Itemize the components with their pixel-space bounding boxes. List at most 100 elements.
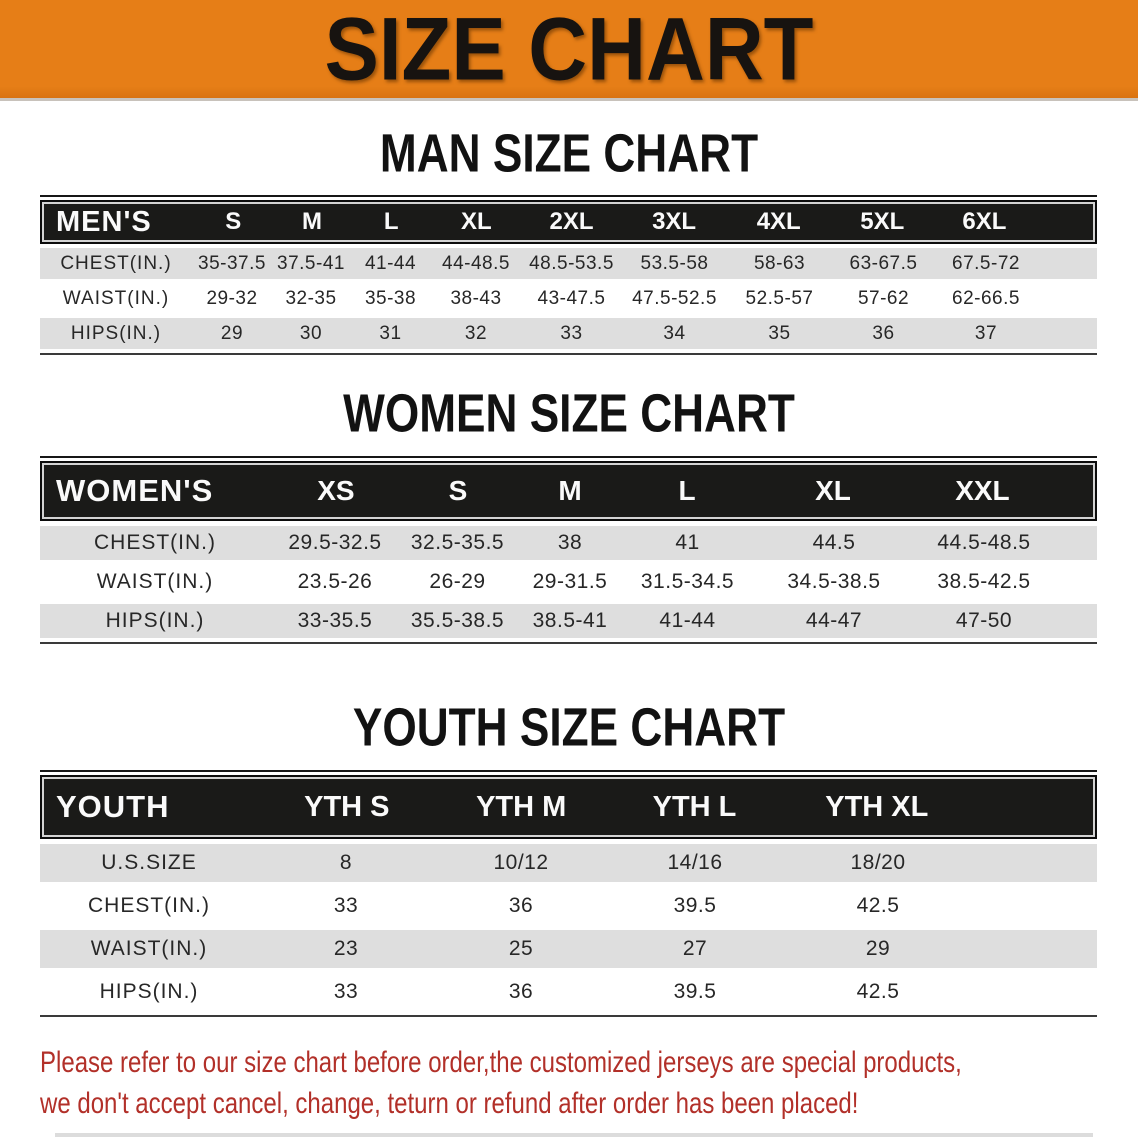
measurement-value: 38.5-42.5 (937, 570, 1031, 593)
women-section-heading: WOMEN SIZE CHART (343, 383, 795, 445)
men-size-table: MEN'S S M L XL 2XL 3XL 4XL 5XL 6XL CHEST(IN.) 35-… (40, 195, 1097, 355)
column-header-4xl: 4XL (756, 208, 801, 235)
measurement-value: 27 (682, 937, 708, 960)
row-label: U.S.SIZE (101, 851, 197, 874)
measurement-value: 38 (557, 531, 583, 554)
measurement-value: 39.5 (673, 980, 717, 1003)
measurement-value: 18/20 (850, 851, 906, 874)
measurement-value: 34 (663, 322, 686, 344)
women-table-header-row: WOMEN'S XS S M L XL XXL (40, 461, 1097, 521)
column-header-xxl: XXL (955, 475, 1010, 506)
section-women: WOMEN SIZE CHART WOMEN'S XS S M L XL XXL CHES… (0, 383, 1138, 644)
measurement-value: 63-67.5 (849, 252, 918, 274)
measurement-value: 44.5 (812, 531, 856, 554)
measurement-value: 36 (872, 322, 895, 344)
men-section-heading: MAN SIZE CHART (379, 123, 759, 185)
measurement-value: 32-35 (285, 287, 337, 309)
measurement-value: 44.5-48.5 (937, 531, 1031, 554)
measurement-value: 41-44 (364, 252, 417, 274)
measurement-value: 43-47.5 (537, 287, 606, 309)
measurement-value: 35-38 (364, 287, 417, 309)
measurement-value: 25 (508, 937, 534, 960)
disclaimer-line-2: we don't accept cancel, change, teturn o… (40, 1087, 859, 1120)
measurement-value: 8 (339, 851, 353, 874)
measurement-value: 33-35.5 (297, 609, 373, 632)
measurement-value: 32 (464, 322, 488, 344)
banner: SIZE CHART (0, 0, 1138, 101)
row-label: CHEST(IN.) (60, 252, 172, 274)
measurement-value: 42.5 (856, 894, 900, 917)
measurement-value: 35.5-38.5 (410, 609, 505, 632)
youth-section-heading: YOUTH SIZE CHART (352, 697, 786, 759)
measurement-value: 57-62 (857, 287, 910, 309)
youth-size-table: YOUTH YTH S YTH M YTH L YTH XL U.S.SIZE 8 10/… (40, 770, 1097, 1017)
column-header-xl: XL (461, 208, 492, 235)
measurement-value: 29-31.5 (532, 570, 608, 593)
row-label: HIPS(IN.) (99, 980, 199, 1003)
youth-group-label: YOUTH (56, 789, 170, 824)
women-size-table: WOMEN'S XS S M L XL XXL CHEST(IN.) 29.5-32.5 32… (40, 456, 1097, 644)
table-row-waistin: WAIST(IN.) 23 25 27 29 (40, 930, 1097, 968)
measurement-value: 31.5-34.5 (640, 570, 735, 593)
bottom-divider (55, 1133, 1093, 1137)
row-label: CHEST(IN.) (88, 894, 210, 917)
row-label: WAIST(IN.) (62, 287, 170, 309)
column-header-l: L (678, 475, 696, 506)
table-row-chestin: CHEST(IN.) 29.5-32.5 32.5-35.5 38 41 44.5 44.5… (40, 526, 1097, 560)
measurement-value: 41 (675, 531, 700, 554)
men-group-label: MEN'S (56, 205, 152, 238)
row-label: WAIST(IN.) (90, 937, 208, 960)
measurement-value: 44-47 (805, 609, 863, 632)
table-row-hipsin: HIPS(IN.) 33-35.5 35.5-38.5 38.5-41 41-44 44-… (40, 604, 1097, 638)
measurement-value: 14/16 (667, 851, 723, 874)
measurement-value: 23.5-26 (297, 570, 373, 593)
measurement-value: 47.5-52.5 (632, 287, 717, 309)
measurement-value: 48.5-53.5 (529, 252, 614, 274)
table-row-hipsin: HIPS(IN.) 29 30 31 32 33 34 35 36 37 (40, 318, 1097, 349)
column-header-s: S (448, 475, 468, 506)
table-row-waistin: WAIST(IN.) 29-32 32-35 35-38 38-43 43-47.5 47.… (40, 283, 1097, 314)
measurement-value: 31 (379, 322, 402, 344)
column-header-yth-l: YTH L (652, 790, 737, 823)
measurement-value: 33 (333, 980, 359, 1003)
measurement-value: 29 (220, 322, 244, 344)
measurement-value: 58-63 (753, 252, 806, 274)
measurement-value: 29.5-32.5 (288, 531, 382, 554)
column-header-3xl: 3XL (652, 208, 697, 235)
measurement-value: 42.5 (856, 980, 900, 1003)
measurement-value: 35 (768, 322, 791, 344)
measurement-value: 62-66.5 (952, 287, 1020, 309)
measurement-value: 37 (974, 322, 998, 344)
row-label: CHEST(IN.) (94, 531, 216, 554)
section-men: MAN SIZE CHART MEN'S S M L XL 2XL 3XL 4XL 5XL 6X… (0, 123, 1138, 355)
disclaimer: Please refer to our size chart before or… (40, 1042, 1138, 1124)
youth-table-header-row: YOUTH YTH S YTH M YTH L YTH XL (40, 775, 1097, 839)
disclaimer-line-1: Please refer to our size chart before or… (40, 1046, 962, 1079)
table-row-ussize: U.S.SIZE 8 10/12 14/16 18/20 (40, 844, 1097, 882)
section-youth: YOUTH SIZE CHART YOUTH YTH S YTH M YTH L YT… (0, 697, 1138, 1017)
table-row-chestin: CHEST(IN.) 35-37.5 37.5-41 41-44 44-48.5 48.5… (40, 248, 1097, 279)
measurement-value: 30 (299, 322, 323, 344)
measurement-value: 26-29 (429, 570, 486, 593)
measurement-value: 53.5-58 (640, 252, 709, 274)
page-title: SIZE CHART (324, 0, 814, 99)
measurement-value: 36 (508, 980, 534, 1003)
measurement-value: 36 (508, 894, 534, 917)
measurement-value: 34.5-38.5 (787, 570, 881, 593)
measurement-value: 33 (560, 322, 583, 344)
column-header-yth-s: YTH S (304, 790, 390, 823)
measurement-value: 23 (333, 937, 359, 960)
column-header-m: M (558, 475, 582, 506)
column-header-xs: XS (317, 475, 355, 506)
measurement-value: 10/12 (493, 851, 549, 874)
column-header-m: M (301, 208, 322, 235)
row-label: HIPS(IN.) (105, 609, 205, 632)
measurement-value: 39.5 (673, 894, 717, 917)
measurement-value: 33 (333, 894, 359, 917)
row-label: HIPS(IN.) (70, 322, 162, 344)
measurement-value: 32.5-35.5 (410, 531, 505, 554)
table-row-chestin: CHEST(IN.) 33 36 39.5 42.5 (40, 887, 1097, 925)
measurement-value: 67.5-72 (952, 252, 1020, 274)
measurement-value: 41-44 (659, 609, 716, 632)
